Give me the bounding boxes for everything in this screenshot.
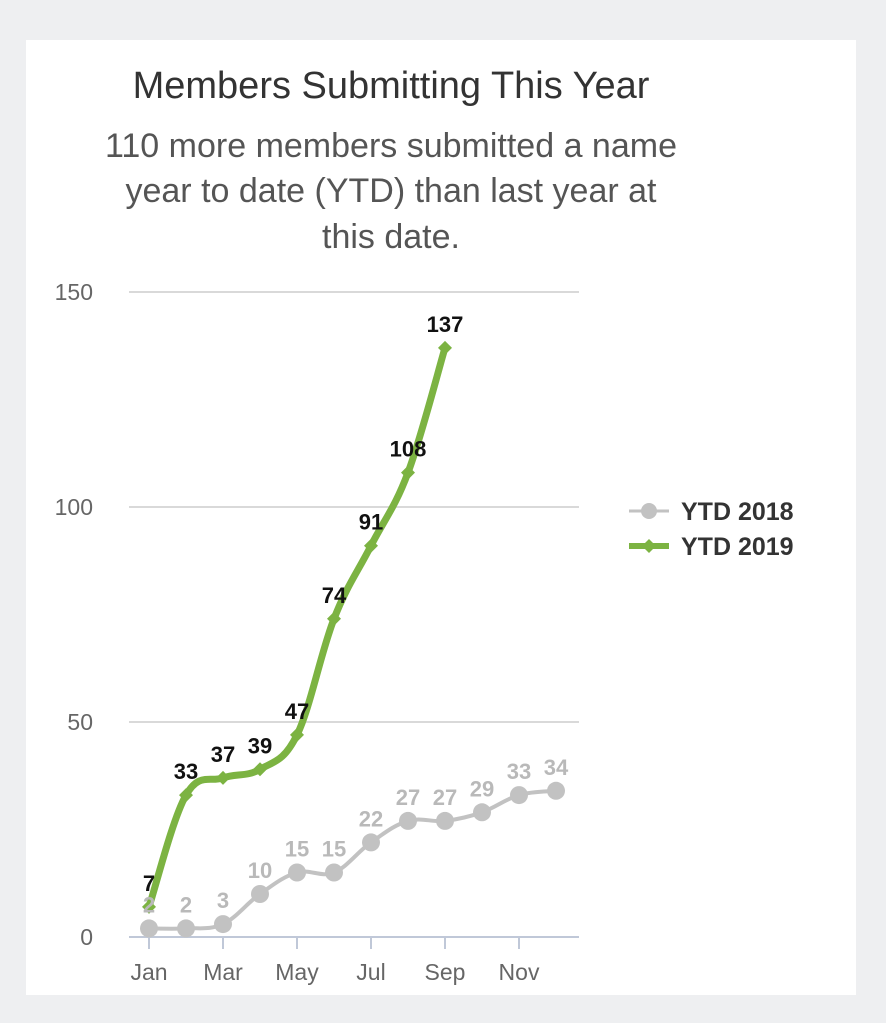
legend[interactable]: YTD 2018 YTD 2019 xyxy=(629,498,794,561)
data-label-ytd-2018-feb: 2 xyxy=(180,892,192,917)
data-label-ytd-2018-aug: 27 xyxy=(396,785,420,810)
data-label-ytd-2019-aug: 108 xyxy=(390,437,427,462)
data-label-ytd-2018-jan: 2 xyxy=(143,892,155,917)
point-ytd-2018-dec[interactable] xyxy=(547,781,565,800)
x-tick-label-jan: Jan xyxy=(130,959,167,985)
legend-label-ytd-2019: YTD 2019 xyxy=(681,533,794,561)
point-ytd-2018-aug[interactable] xyxy=(399,811,417,830)
data-label-ytd-2019-apr: 39 xyxy=(248,733,272,758)
point-ytd-2018-nov[interactable] xyxy=(510,786,528,805)
point-ytd-2018-sep[interactable] xyxy=(436,811,454,830)
data-label-ytd-2018-may: 15 xyxy=(285,837,309,862)
point-ytd-2019-mar[interactable] xyxy=(216,770,230,785)
data-label-ytd-2018-dec: 34 xyxy=(544,755,569,780)
y-tick-label-0: 0 xyxy=(80,924,93,950)
chart-subtitle-line-3: this date. xyxy=(322,218,460,256)
data-label-ytd-2019-jan: 7 xyxy=(143,871,155,896)
data-label-ytd-2019-sep: 137 xyxy=(427,312,464,337)
point-ytd-2018-may[interactable] xyxy=(288,863,306,882)
data-label-ytd-2019-jul: 91 xyxy=(359,510,383,535)
point-ytd-2018-mar[interactable] xyxy=(214,915,232,934)
point-ytd-2019-may[interactable] xyxy=(290,727,304,742)
point-ytd-2019-feb[interactable] xyxy=(179,788,193,803)
chart-subtitle-line-1: 110 more members submitted a name xyxy=(105,127,677,165)
series-lines xyxy=(140,340,565,938)
data-label-ytd-2019-feb: 33 xyxy=(174,759,198,784)
data-label-ytd-2018-nov: 33 xyxy=(507,759,531,784)
data-label-ytd-2018-apr: 10 xyxy=(248,858,272,883)
grid-lines xyxy=(129,291,579,723)
legend-marker-ytd-2018 xyxy=(641,503,657,519)
data-label-ytd-2018-jul: 22 xyxy=(359,806,383,831)
legend-label-ytd-2018: YTD 2018 xyxy=(681,498,794,526)
data-label-ytd-2018-oct: 29 xyxy=(470,776,494,801)
point-ytd-2019-apr[interactable] xyxy=(253,762,267,777)
point-ytd-2018-jan[interactable] xyxy=(140,919,158,938)
x-axis: Jan Mar May Jul Sep Nov xyxy=(129,936,579,985)
x-tick-label-jul: Jul xyxy=(356,959,385,985)
x-tick-label-nov: Nov xyxy=(499,959,540,985)
x-tick-label-mar: Mar xyxy=(203,959,243,985)
point-ytd-2019-jan[interactable] xyxy=(142,899,156,914)
chart-title: Members Submitting This Year xyxy=(133,65,650,107)
data-label-ytd-2019-mar: 37 xyxy=(211,742,235,767)
point-ytd-2018-feb[interactable] xyxy=(177,919,195,938)
point-ytd-2019-sep[interactable] xyxy=(438,340,452,355)
series-line-ytd-2018 xyxy=(147,788,558,931)
legend-item-ytd-2019[interactable]: YTD 2019 xyxy=(629,533,794,561)
point-ytd-2018-oct[interactable] xyxy=(473,803,491,822)
data-label-ytd-2019-jun: 74 xyxy=(322,583,347,608)
y-tick-label-50: 50 xyxy=(67,709,93,735)
point-ytd-2018-jun[interactable] xyxy=(325,863,343,882)
members-chart: Members Submitting This Year 110 more me… xyxy=(55,65,794,985)
chart-subtitle-line-2: year to date (YTD) than last year at xyxy=(125,172,657,210)
series-line-ytd-2019 xyxy=(145,344,449,911)
y-tick-label-100: 100 xyxy=(55,494,93,520)
point-ytd-2018-apr[interactable] xyxy=(251,885,269,903)
point-ytd-2018-jul[interactable] xyxy=(362,833,380,852)
data-label-ytd-2019-may: 47 xyxy=(285,699,309,724)
point-ytd-2019-jul[interactable] xyxy=(364,538,378,553)
y-tick-label-150: 150 xyxy=(55,279,93,305)
y-axis-ticks: 0 50 100 150 xyxy=(55,279,93,950)
x-tick-label-may: May xyxy=(275,959,319,985)
legend-item-ytd-2018[interactable]: YTD 2018 xyxy=(629,498,794,526)
data-label-ytd-2018-jun: 15 xyxy=(322,837,346,862)
data-label-ytd-2018-sep: 27 xyxy=(433,785,457,810)
x-tick-label-sep: Sep xyxy=(425,959,466,985)
legend-marker-ytd-2019 xyxy=(642,539,656,553)
data-label-ytd-2018-mar: 3 xyxy=(217,888,229,913)
point-ytd-2019-aug[interactable] xyxy=(401,465,415,480)
chart-card: Members Submitting This Year 110 more me… xyxy=(26,40,856,995)
point-ytd-2019-jun[interactable] xyxy=(327,611,341,626)
